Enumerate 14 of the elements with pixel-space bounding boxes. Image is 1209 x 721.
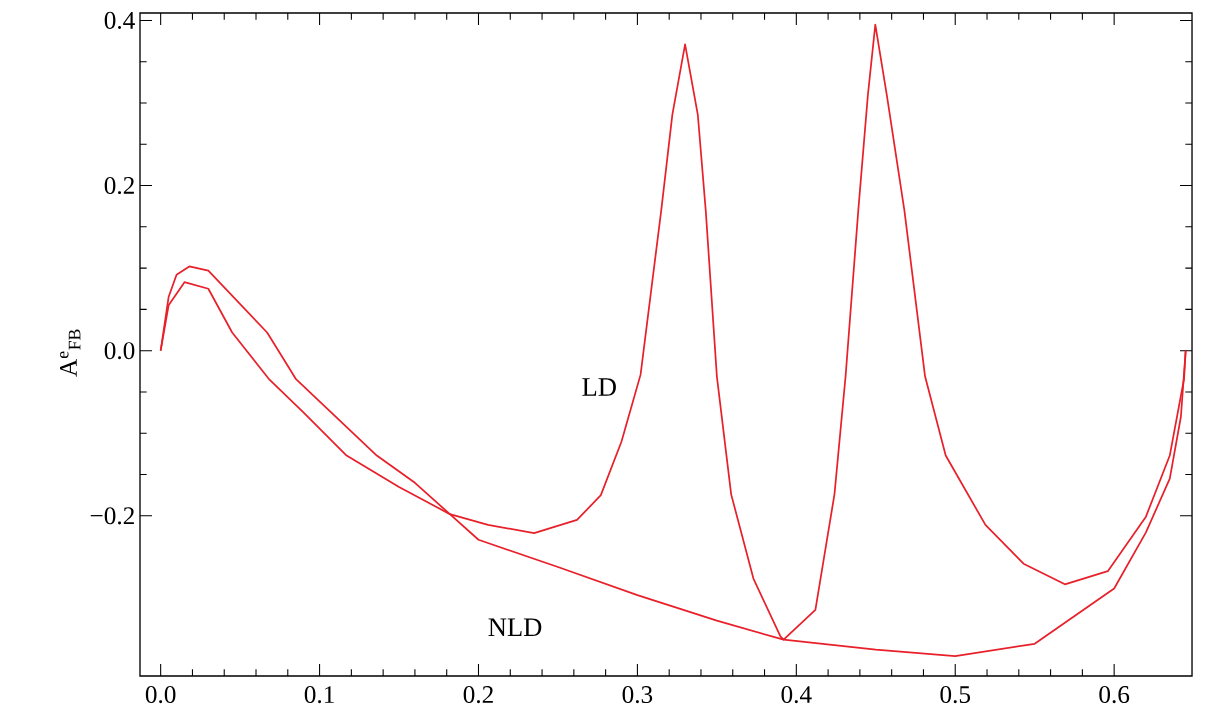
- x-tick-label: 0.6: [1099, 686, 1130, 704]
- y-tick-label: 0.0: [104, 342, 135, 360]
- y-tick-label: 0.4: [104, 11, 135, 29]
- y-axis-title: A$^{e}$FB: [60, 329, 81, 377]
- x-tick-label: 0.3: [622, 686, 653, 704]
- y-tick-label: −0.2: [90, 507, 134, 525]
- x-tick-label: 0.5: [940, 686, 971, 704]
- series-label: LD: [582, 378, 616, 396]
- x-tick-label: 0.1: [304, 686, 334, 704]
- x-tick-label: 0.0: [145, 686, 176, 704]
- x-tick-label: 0.4: [781, 686, 812, 704]
- x-tick-label: 0.2: [463, 686, 493, 704]
- text: NLD: [488, 618, 542, 636]
- y-tick-label: 0.2: [104, 176, 134, 195]
